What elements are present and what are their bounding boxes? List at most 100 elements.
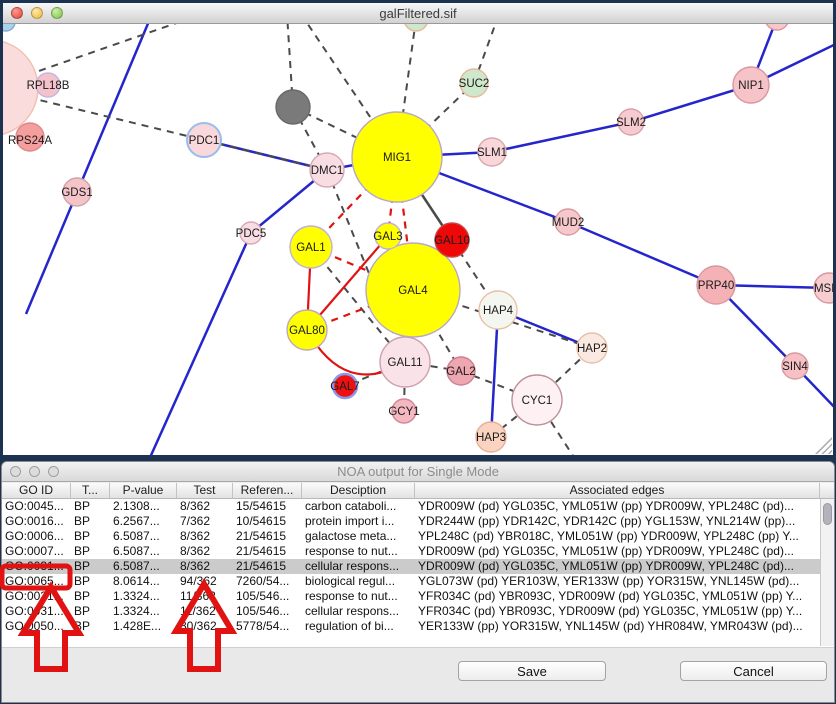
node-HAP4[interactable] (478, 290, 518, 330)
node-label-PDC5: PDC5 (236, 228, 267, 240)
minimize-button-inactive[interactable] (29, 466, 40, 477)
node-MUD2[interactable] (554, 208, 582, 236)
cell-reference: 105/546... (236, 589, 290, 603)
node-label-CYC1: CYC1 (522, 395, 553, 407)
minimize-button[interactable] (31, 7, 43, 19)
node-PRP40[interactable] (696, 265, 736, 305)
network-graph: RPL18B RPS24A GDS1 PDC1 DMC1 PDC5 MIG1 SUC2 SLM1… (3, 24, 833, 455)
node-SLM1[interactable] (477, 137, 507, 167)
close-button-inactive[interactable] (10, 466, 21, 477)
column-header-test[interactable]: Test (177, 483, 233, 498)
table-row[interactable]: GO:0045... BP 2.1308... 8/362 15/54615 carbon… (2, 499, 834, 514)
column-header-spacer (820, 483, 833, 498)
node-DMC1[interactable] (309, 152, 345, 188)
column-header-go_id[interactable]: GO ID (2, 483, 71, 498)
cell-description: protein import i... (305, 514, 395, 528)
node-MIG1[interactable] (351, 111, 443, 203)
cell-reference: 10/54615 (236, 514, 287, 528)
node-RPS24A[interactable] (15, 122, 45, 152)
node-topleftblue[interactable] (3, 24, 16, 32)
node-HAP2[interactable] (576, 332, 608, 364)
column-header-edges[interactable]: Associated edges (415, 483, 820, 498)
table-row[interactable]: GO:0031... BP 6.5087... 8/362 21/54615 cellul… (2, 559, 834, 574)
table-row[interactable]: GO:0065... BP 8.0614... 94/362 7260/54... bio… (2, 574, 834, 589)
node-label-MUD2: MUD2 (552, 217, 585, 229)
zoom-button[interactable] (51, 7, 63, 19)
noa-window-titlebar[interactable]: NOA output for Single Mode (2, 462, 834, 482)
table-row[interactable]: GO:0050... BP 1.428E... 80/362 5778/54... reg… (2, 619, 834, 634)
cell-go_id: GO:0007... (5, 544, 64, 558)
node-GAL2[interactable] (446, 356, 476, 386)
network-canvas[interactable]: RPL18B RPS24A GDS1 PDC1 DMC1 PDC5 MIG1 SUC2 SLM1… (3, 24, 833, 455)
node-PDC1[interactable] (186, 122, 222, 158)
table-scrollbar[interactable] (820, 499, 834, 646)
node-graynode[interactable] (275, 89, 311, 125)
close-button[interactable] (11, 7, 23, 19)
cell-reference: 7260/54... (236, 574, 290, 588)
column-header-type[interactable]: T... (71, 483, 110, 498)
noa-window: NOA output for Single Mode GO ID T... P-va… (1, 461, 835, 703)
node-GAL80[interactable] (286, 309, 328, 351)
cell-p_value: 1.3324... (113, 589, 160, 603)
node-label-GAL2: GAL2 (446, 366, 475, 378)
node-CYC1[interactable] (511, 374, 563, 426)
cell-description: galactose meta... (305, 529, 397, 543)
node-GAL1[interactable] (289, 225, 333, 269)
node-label-HAP2: HAP2 (577, 343, 607, 355)
cell-test: 94/362 (180, 574, 217, 588)
node-GAL7[interactable] (331, 372, 359, 400)
node-label-GAL4: GAL4 (398, 285, 428, 297)
cell-edges: YPL248C (pd) YBR018C, YML051W (pp) YDR00… (418, 529, 799, 543)
column-header-reference[interactable]: Referen... (233, 483, 302, 498)
node-RPL18B[interactable] (35, 72, 61, 98)
node-GAL4[interactable] (365, 242, 461, 338)
cell-type: BP (74, 559, 91, 573)
node-label-GAL7: GAL7 (330, 381, 359, 393)
node-GCY1[interactable] (391, 398, 417, 424)
save-button[interactable]: Save (458, 661, 606, 681)
table-row[interactable]: GO:0006... BP 6.5087... 8/362 21/54615 galact… (2, 529, 834, 544)
column-header-p_value[interactable]: P-value (110, 483, 177, 498)
node-label-GAL10: GAL10 (434, 235, 470, 247)
cell-description: cellular respons... (305, 604, 400, 618)
network-edge (3, 90, 328, 171)
cell-go_id: GO:0031... (5, 559, 64, 573)
cell-reference: 21/54615 (236, 544, 287, 558)
cell-p_value: 8.0614... (113, 574, 160, 588)
node-GAL10[interactable] (434, 222, 470, 258)
network-edge (396, 24, 417, 158)
table-row[interactable]: GO:0016... BP 6.2567... 7/362 10/54615 protei… (2, 514, 834, 529)
node-topcenter[interactable] (404, 24, 428, 32)
node-PDC5[interactable] (239, 221, 263, 245)
table-row[interactable]: GO:0031... BP 1.3324... 11/362 105/546... cel… (2, 604, 834, 619)
table-row[interactable]: GO:0031... BP 1.3324... 11/362 105/546... res… (2, 589, 834, 604)
cell-test: 11/362 (180, 589, 216, 603)
cell-go_id: GO:0050... (5, 619, 64, 633)
scrollbar-thumb[interactable] (823, 503, 832, 525)
node-HAP3[interactable] (475, 421, 507, 453)
node-GAL3[interactable] (374, 222, 402, 250)
cell-test: 8/362 (180, 499, 211, 513)
cancel-button[interactable]: Cancel (680, 661, 827, 681)
node-MSL5[interactable] (813, 272, 833, 304)
network-edge (567, 220, 717, 287)
node-label-GCY1: GCY1 (388, 406, 419, 418)
node-topright[interactable] (765, 24, 789, 31)
node-SIN4[interactable] (781, 352, 809, 380)
network-edge (24, 24, 150, 315)
network-edge (630, 83, 752, 124)
cell-test: 8/362 (180, 529, 211, 543)
network-edge (490, 399, 538, 438)
node-SLM2[interactable] (617, 108, 645, 136)
node-GDS1[interactable] (62, 177, 92, 207)
node-NIP1[interactable] (732, 66, 770, 104)
table-row[interactable]: GO:0007... BP 6.5087... 8/362 21/54615 respon… (2, 544, 834, 559)
cell-edges: YDR009W (pd) YGL035C, YML051W (pp) YDR00… (418, 544, 794, 558)
network-window-titlebar[interactable]: galFiltered.sif (3, 3, 833, 24)
cell-description: biological regul... (305, 574, 396, 588)
cell-edges: YFR034C (pd) YBR093C, YDR009W (pd) YGL03… (418, 604, 803, 618)
node-SUC2[interactable] (459, 68, 489, 98)
cell-p_value: 6.5087... (113, 529, 160, 543)
zoom-button-inactive[interactable] (48, 466, 59, 477)
column-header-description[interactable]: Desciption (302, 483, 415, 498)
